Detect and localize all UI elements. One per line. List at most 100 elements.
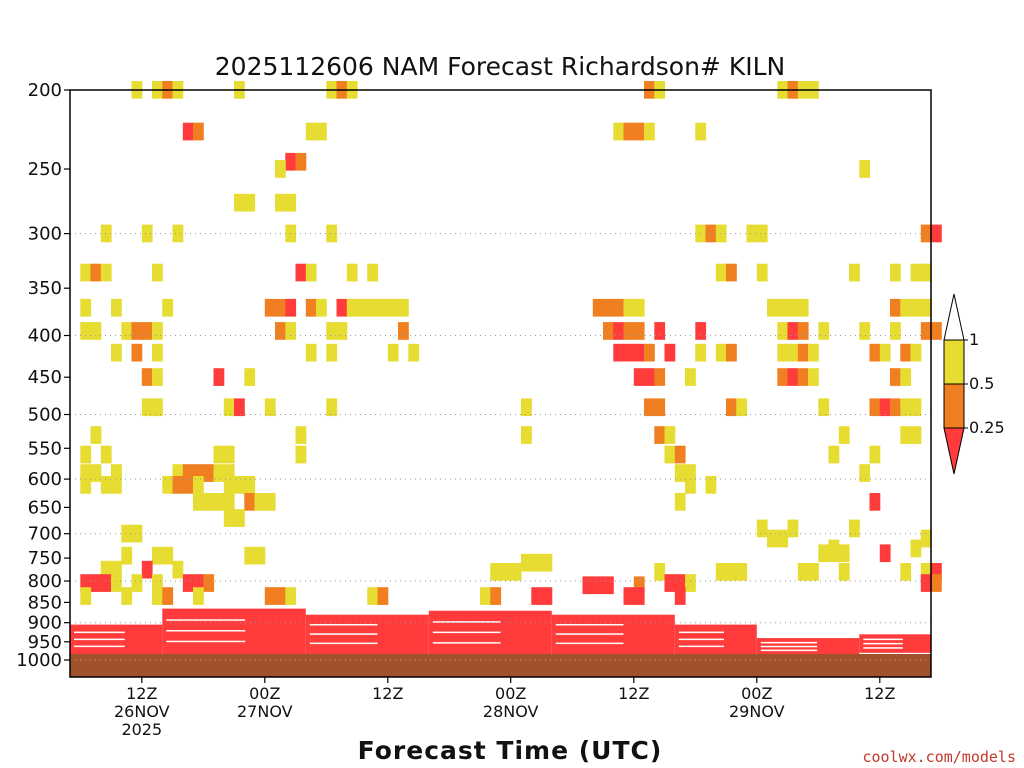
ri-cell — [613, 343, 625, 362]
y-tick-label: 300 — [28, 224, 62, 245]
ri-cell — [141, 398, 153, 417]
ri-cell — [80, 322, 92, 340]
ri-cell — [838, 563, 850, 581]
ri-cell — [172, 464, 184, 482]
ri-cell — [879, 398, 891, 417]
ri-cell — [756, 224, 768, 243]
ri-cell — [838, 544, 850, 563]
ri-cell — [613, 298, 625, 317]
ri-cell — [80, 298, 92, 317]
ri-cell — [674, 587, 686, 605]
ri-cell — [131, 524, 143, 543]
ri-cell — [244, 546, 256, 565]
plot-frame — [69, 89, 932, 678]
ri-cell — [931, 563, 942, 581]
ri-cell — [715, 563, 727, 581]
ri-cell — [152, 263, 163, 282]
ri-cell — [100, 263, 112, 282]
ri-cell — [182, 476, 194, 494]
ri-cell — [521, 553, 532, 572]
ri-cell — [654, 426, 666, 444]
pbl-streak — [760, 645, 818, 648]
ri-cell — [920, 574, 932, 592]
ri-cell — [787, 519, 799, 538]
pbl-streak — [432, 631, 501, 634]
ri-cell — [797, 368, 809, 386]
x-tick-label: 29NOV — [729, 702, 785, 721]
ri-cell — [890, 263, 901, 282]
y-tick-label: 450 — [28, 367, 62, 388]
ri-cell — [490, 587, 502, 605]
pbl-streak — [74, 631, 125, 634]
ri-cell — [633, 322, 645, 340]
ri-cell — [890, 298, 901, 317]
ri-cell — [264, 493, 276, 511]
boundary-layer-cells — [70, 608, 932, 656]
pbl-streak — [863, 638, 903, 641]
ri-cell — [931, 574, 942, 592]
ri-cell — [633, 343, 645, 362]
ri-cell — [305, 122, 317, 141]
ri-cell — [521, 426, 532, 444]
ri-cell — [910, 426, 922, 444]
ri-cell — [121, 546, 133, 565]
pbl-streak — [74, 645, 125, 648]
ri-cell — [838, 426, 850, 444]
ri-cell — [808, 368, 819, 386]
y-tick-label: 850 — [28, 592, 62, 613]
ri-cell — [644, 122, 655, 141]
ri-cell — [111, 560, 122, 579]
ri-cell — [685, 476, 696, 494]
ri-cell — [357, 298, 368, 317]
ri-cell — [377, 587, 389, 605]
ri-cell — [818, 544, 830, 563]
ri-cell — [931, 322, 942, 340]
ri-cell — [141, 368, 153, 386]
ri-cell — [603, 298, 614, 317]
ri-cell — [633, 587, 645, 605]
ri-cell — [920, 298, 932, 317]
y-tick-label: 500 — [28, 405, 62, 426]
ri-cell — [633, 576, 645, 595]
ri-cell — [90, 426, 102, 444]
ri-cell — [633, 298, 645, 317]
ri-cell — [859, 160, 871, 178]
ri-cell — [346, 298, 358, 317]
legend-label: 0.25 — [969, 418, 1005, 437]
ri-cell — [777, 368, 789, 386]
ri-cell — [275, 587, 286, 605]
ri-cell — [623, 298, 635, 317]
ri-cell — [326, 398, 338, 417]
ri-cell — [756, 263, 768, 282]
ri-cell — [920, 224, 932, 243]
x-tick-label: 26NOV — [114, 702, 170, 721]
ri-cell — [767, 529, 778, 548]
ri-cell — [152, 398, 163, 417]
ri-cell — [910, 398, 922, 417]
ri-cell — [387, 343, 399, 362]
ri-cell — [264, 298, 276, 317]
pbl-streak — [760, 649, 818, 652]
ri-cell — [531, 553, 543, 572]
ri-cell — [305, 298, 317, 317]
pbl-streak — [432, 621, 501, 623]
ri-cell — [80, 263, 92, 282]
ri-cell — [111, 343, 122, 362]
ri-cell — [275, 322, 286, 340]
ri-cell — [295, 263, 307, 282]
y-axis-ticks: 200 250 300 350 400 450 500 550 600 650 700 7508008… — [16, 80, 70, 671]
y-tick-label: 350 — [28, 278, 62, 299]
ri-cell — [726, 263, 737, 282]
pbl-streak — [863, 642, 903, 645]
ri-cell — [408, 343, 420, 362]
ri-cell — [808, 343, 819, 362]
ri-cell — [305, 263, 317, 282]
y-tick-label: 650 — [28, 497, 62, 518]
ri-cell — [213, 493, 225, 511]
pbl-band — [428, 610, 552, 656]
ri-cell — [787, 368, 799, 386]
ri-cell — [869, 493, 881, 511]
ri-cell — [910, 343, 922, 362]
ri-cell — [80, 476, 92, 494]
ri-cell — [869, 343, 881, 362]
